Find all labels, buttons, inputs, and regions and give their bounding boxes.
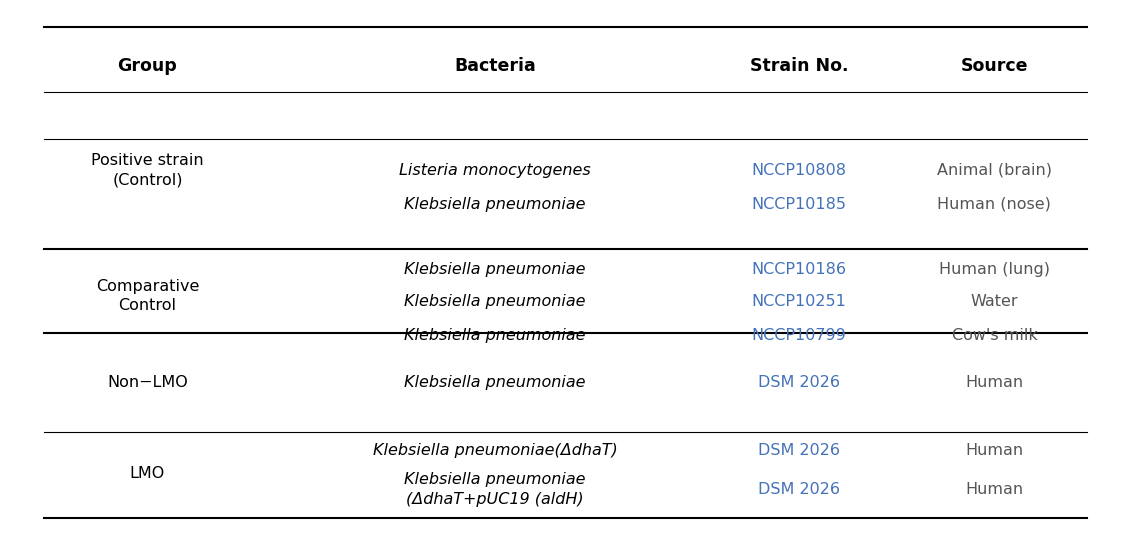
Text: Human: Human — [966, 443, 1024, 458]
Text: NCCP10799: NCCP10799 — [752, 328, 846, 343]
Text: Klebsiella pneumoniae: Klebsiella pneumoniae — [404, 328, 586, 343]
Text: Cow's milk: Cow's milk — [951, 328, 1037, 343]
Text: Klebsiella pneumoniae: Klebsiella pneumoniae — [404, 197, 586, 212]
Text: Animal (brain): Animal (brain) — [936, 163, 1052, 178]
Text: Comparative
Control: Comparative Control — [96, 278, 199, 313]
Text: Group: Group — [118, 57, 178, 75]
Text: NCCP10808: NCCP10808 — [751, 163, 846, 178]
Text: Listeria monocytogenes: Listeria monocytogenes — [399, 163, 590, 178]
Text: Water: Water — [970, 294, 1018, 309]
Text: Klebsiella pneumoniae(ΔdhaT): Klebsiella pneumoniae(ΔdhaT) — [372, 443, 618, 458]
Text: LMO: LMO — [130, 467, 165, 481]
Text: Source: Source — [960, 57, 1028, 75]
Text: Human: Human — [966, 375, 1024, 390]
Text: Klebsiella pneumoniae: Klebsiella pneumoniae — [404, 262, 586, 277]
Text: NCCP10185: NCCP10185 — [751, 197, 846, 212]
Text: DSM 2026: DSM 2026 — [758, 482, 840, 496]
Text: Human (nose): Human (nose) — [938, 197, 1052, 212]
Text: Human: Human — [966, 482, 1024, 496]
Text: DSM 2026: DSM 2026 — [758, 375, 840, 390]
Text: Human (lung): Human (lung) — [939, 262, 1050, 277]
Text: Strain No.: Strain No. — [750, 57, 848, 75]
Text: Bacteria: Bacteria — [454, 57, 536, 75]
Text: DSM 2026: DSM 2026 — [758, 443, 840, 458]
Text: Klebsiella pneumoniae
(ΔdhaT+pUC19 (aldH): Klebsiella pneumoniae (ΔdhaT+pUC19 (aldH… — [404, 472, 586, 506]
Text: Klebsiella pneumoniae: Klebsiella pneumoniae — [404, 375, 586, 390]
Text: NCCP10186: NCCP10186 — [751, 262, 846, 277]
Text: Non−LMO: Non−LMO — [107, 375, 188, 390]
Text: Klebsiella pneumoniae: Klebsiella pneumoniae — [404, 294, 586, 309]
Text: NCCP10251: NCCP10251 — [751, 294, 846, 309]
Text: Positive strain
(Control): Positive strain (Control) — [92, 153, 204, 188]
